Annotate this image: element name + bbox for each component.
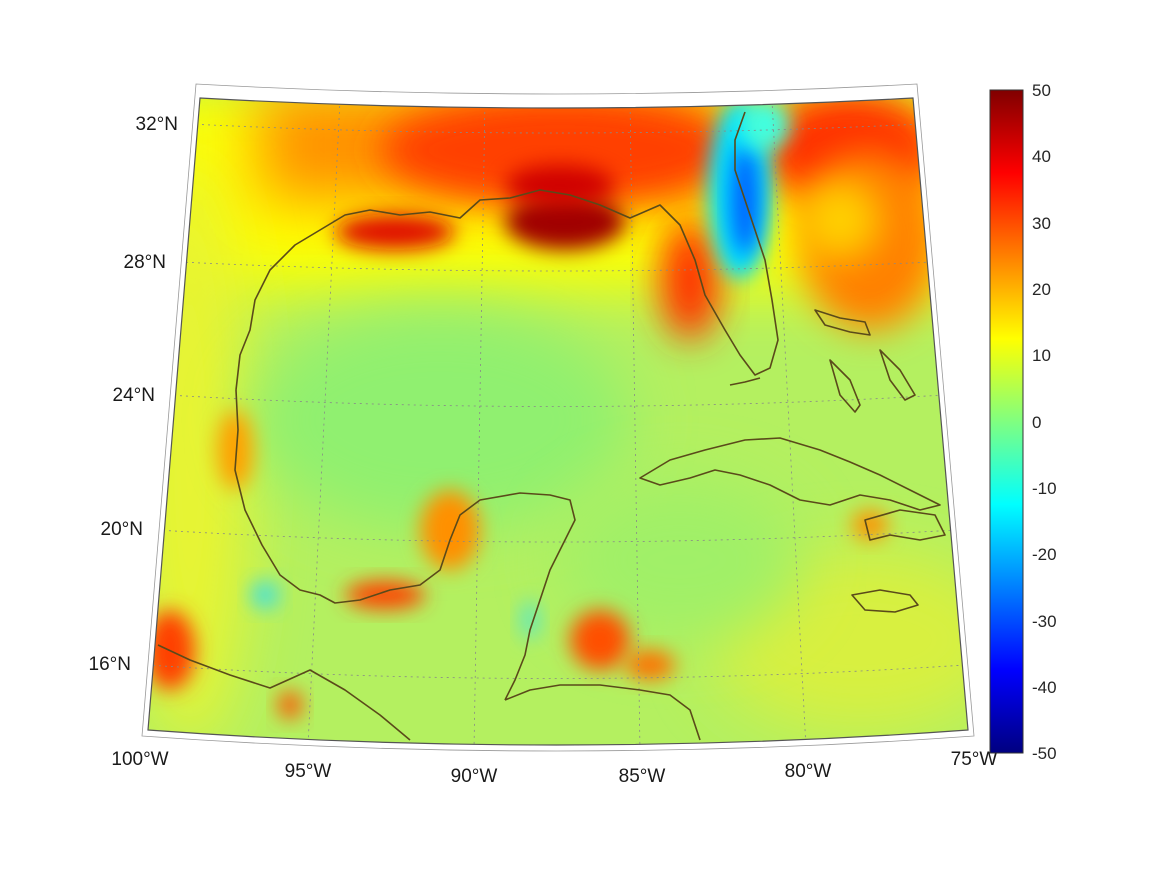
- lat-label-16: 16°N: [89, 654, 131, 675]
- colorbar-label-0: 0: [1032, 413, 1041, 432]
- lat-label-28: 28°N: [124, 252, 166, 273]
- colorbar-label-40: 40: [1032, 147, 1051, 166]
- lon-label-75: 75°W: [951, 749, 998, 770]
- colorbar-label-10: 10: [1032, 346, 1051, 365]
- lon-label-95: 95°W: [285, 761, 332, 782]
- lat-label-24: 24°N: [113, 385, 155, 406]
- colorbar-label-minus40: -40: [1032, 678, 1057, 697]
- colorbar-gradient: [989, 89, 1024, 754]
- lon-label-100: 100°W: [111, 749, 168, 770]
- longitude-labels: 100°W 95°W 90°W 85°W 80°W 75°W: [111, 749, 997, 787]
- data-field: [148, 98, 968, 745]
- lon-label-85: 85°W: [619, 766, 666, 787]
- colorbar-label-minus30: -30: [1032, 612, 1057, 631]
- colorbar-label-minus20: -20: [1032, 545, 1057, 564]
- lat-label-32: 32°N: [136, 114, 178, 135]
- colorbar-label-30: 30: [1032, 214, 1051, 233]
- coastlines: [157, 111, 946, 741]
- lat-label-20: 20°N: [101, 519, 143, 540]
- colorbar-label-20: 20: [1032, 280, 1051, 299]
- colorbar-label-minus50: -50: [1032, 744, 1057, 763]
- map-gridlines: [148, 99, 966, 745]
- colorbar: 50 40 30 20 10 0 -10 -20 -30 -40 -50: [989, 81, 1057, 763]
- colorbar-label-minus10: -10: [1032, 479, 1057, 498]
- lon-label-80: 80°W: [785, 761, 832, 782]
- latitude-labels: 32°N 28°N 24°N 20°N 16°N: [89, 114, 178, 675]
- lon-label-90: 90°W: [451, 766, 498, 787]
- colorbar-label-50: 50: [1032, 81, 1051, 100]
- map-frame: [141, 83, 975, 752]
